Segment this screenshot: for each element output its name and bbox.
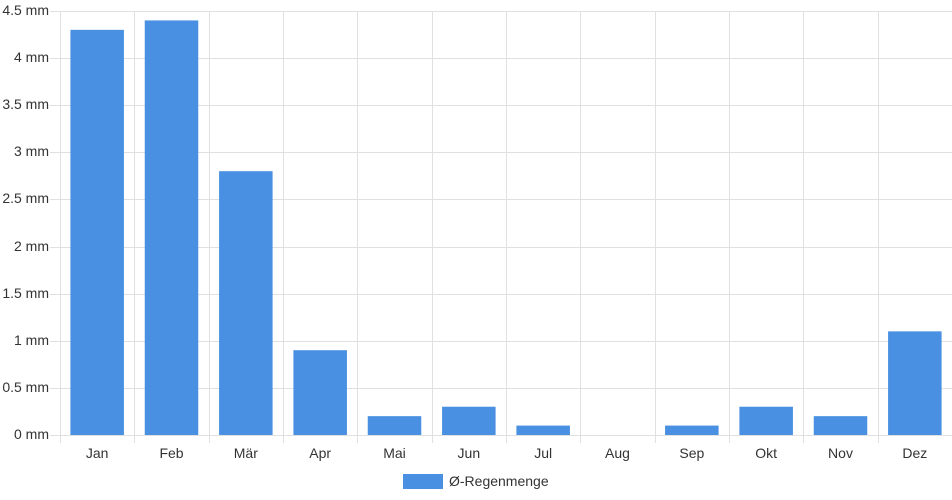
x-axis-ticks: Jan Feb Mär Apr Mai Jun Jul Aug Sep Okt Nov Dez bbox=[86, 445, 927, 461]
x-tick-label: Mai bbox=[383, 445, 406, 461]
bar-Apr bbox=[293, 350, 347, 435]
y-axis-ticks: 0 mm 0.5 mm 1 mm 1.5 mm 2 mm 2.5 mm 3 mm 3.5 mm… bbox=[2, 2, 49, 442]
y-tick-label: 2 mm bbox=[14, 238, 49, 254]
y-tick-label: 1 mm bbox=[14, 332, 49, 348]
y-tick-label: 0.5 mm bbox=[2, 379, 49, 395]
bar-Jul bbox=[516, 425, 570, 435]
bar-series bbox=[70, 20, 942, 436]
bar-Jan bbox=[70, 29, 124, 435]
bar-Mai bbox=[367, 416, 422, 435]
bar-Sep bbox=[665, 425, 719, 435]
x-tick-label: Apr bbox=[309, 445, 331, 461]
x-tick-label: Jun bbox=[458, 445, 481, 461]
x-tick-label: Nov bbox=[828, 445, 853, 461]
bar-Mär bbox=[219, 171, 273, 435]
bar-Feb bbox=[144, 20, 199, 436]
legend-swatch bbox=[403, 473, 443, 489]
x-tick-label: Jan bbox=[86, 445, 109, 461]
bar-Jun bbox=[442, 406, 496, 435]
y-tick-label: 3 mm bbox=[14, 143, 49, 159]
y-tick-label: 0 mm bbox=[14, 426, 49, 442]
y-tick-label: 4.5 mm bbox=[2, 2, 49, 18]
x-tick-label: Sep bbox=[679, 445, 704, 461]
x-tick-label: Dez bbox=[902, 445, 927, 461]
y-tick-label: 2.5 mm bbox=[2, 190, 49, 206]
legend[interactable]: Ø-Regenmenge bbox=[403, 473, 549, 489]
legend-label: Ø-Regenmenge bbox=[449, 473, 549, 489]
x-tick-label: Mär bbox=[234, 445, 258, 461]
bar-Nov bbox=[813, 416, 868, 435]
bar-Dez bbox=[888, 331, 942, 435]
y-tick-label: 1.5 mm bbox=[2, 285, 49, 301]
x-tick-label: Okt bbox=[755, 445, 777, 461]
x-tick-label: Feb bbox=[159, 445, 183, 461]
y-tick-label: 4 mm bbox=[14, 49, 49, 65]
x-tick-label: Jul bbox=[534, 445, 552, 461]
bar-Okt bbox=[739, 406, 793, 435]
x-tick-label: Aug bbox=[605, 445, 630, 461]
grid-lines bbox=[50, 11, 952, 443]
y-tick-label: 3.5 mm bbox=[2, 96, 49, 112]
